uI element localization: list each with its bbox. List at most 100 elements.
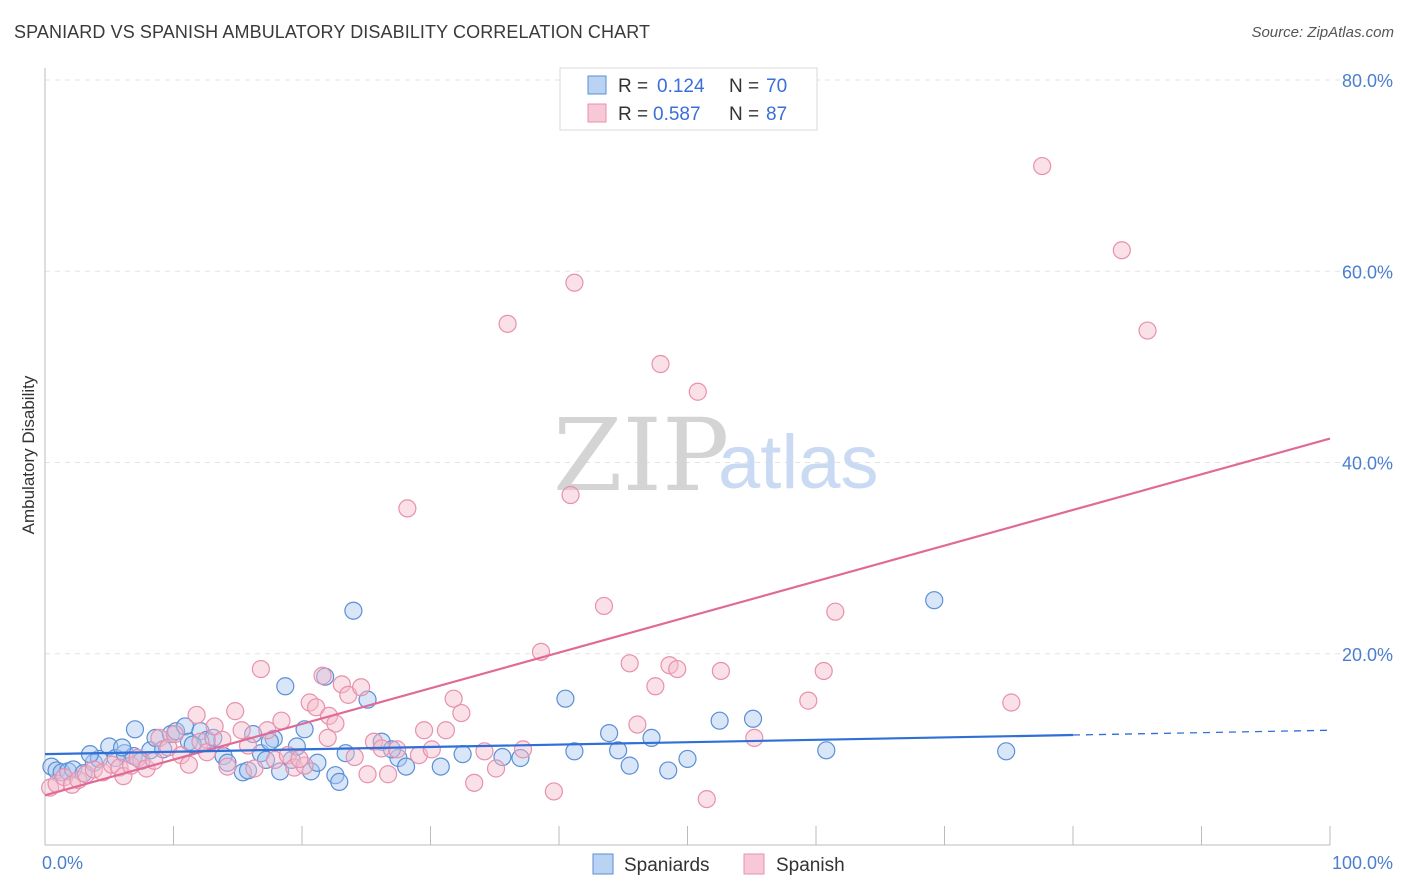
watermark: ZIP atlas xyxy=(553,397,879,514)
tick-labels: 20.0% 40.0% 60.0% 80.0% 0.0% 100.0% xyxy=(42,71,1393,873)
spanish-point-45 xyxy=(352,678,371,697)
legend-box: R = 0.124 N = 70 R = 0.587 N = 87 xyxy=(559,67,818,131)
spanish-point-9 xyxy=(110,758,129,777)
spanish-point-30 xyxy=(251,659,270,679)
spanish-point-53 xyxy=(422,740,441,759)
spanish-point-82 xyxy=(1112,241,1131,260)
spaniards-point-53 xyxy=(565,742,584,761)
spaniards-point-32 xyxy=(271,762,290,781)
spaniards-point-49 xyxy=(453,745,472,764)
spaniards-point-69 xyxy=(678,749,697,769)
spanish-point-73 xyxy=(688,382,707,401)
spanish-point-78 xyxy=(814,661,833,681)
spaniards-point-8 xyxy=(100,737,119,756)
spanish-point-75 xyxy=(711,661,731,681)
spanish-point-59 xyxy=(486,759,506,778)
spanish-point-46 xyxy=(358,765,377,784)
bottom-legend-swatch-spaniards xyxy=(592,853,614,875)
spanish-point-49 xyxy=(378,765,398,784)
grid-lines xyxy=(45,79,1392,655)
legend-n-label-spaniards: N = xyxy=(729,76,759,97)
spaniards-point-33 xyxy=(276,677,295,696)
legend-r-label-spanish: R = xyxy=(618,104,648,125)
spanish-point-63 xyxy=(544,782,563,801)
axes xyxy=(44,68,1331,846)
y-tick-label-0: 20.0% xyxy=(1342,645,1393,665)
spanish-point-17 xyxy=(165,724,184,744)
spanish-point-25 xyxy=(218,757,237,776)
spaniards-point-62 xyxy=(925,591,944,610)
spaniards-trend-extension xyxy=(1072,729,1331,736)
spanish-point-84 xyxy=(318,728,337,748)
spanish-point-50 xyxy=(387,740,407,759)
legend-r-value-spanish: 0.587 xyxy=(653,104,701,125)
spanish-point-72 xyxy=(668,659,687,679)
spanish-point-76 xyxy=(745,728,764,748)
y-axis-label: Ambulatory Disability xyxy=(19,375,38,534)
legend-n-label-spanish: N = xyxy=(729,104,759,125)
spanish-trend-line xyxy=(44,437,1331,797)
spaniards-point-41 xyxy=(330,772,349,791)
watermark-zip: ZIP xyxy=(553,397,729,514)
spaniards-point-27 xyxy=(238,761,258,780)
spaniards-point-2 xyxy=(52,763,71,782)
legend-swatch-spaniards xyxy=(587,75,607,95)
spanish-point-74 xyxy=(697,789,716,809)
spanish-point-38 xyxy=(307,698,326,717)
spaniards-point-47 xyxy=(396,757,416,776)
spanish-point-68 xyxy=(628,715,647,734)
spaniards-point-59 xyxy=(710,711,729,730)
bottom-legend-swatch-spanish xyxy=(743,853,765,875)
spanish-point-64 xyxy=(561,485,580,505)
spanish-point-42 xyxy=(332,675,351,694)
spanish-point-69 xyxy=(646,677,665,696)
bottom-legend-label-spanish: Spanish xyxy=(776,855,845,876)
spanish-point-83 xyxy=(1138,321,1157,340)
spanish-point-33 xyxy=(272,711,291,730)
spanish-point-79 xyxy=(826,602,845,621)
source-credit: Source: ZipAtlas.com xyxy=(1251,24,1394,41)
spanish-point-65 xyxy=(565,273,584,292)
spanish-point-2 xyxy=(55,768,74,787)
legend-n-value-spaniards: 70 xyxy=(766,76,787,97)
legend-n-value-spanish: 87 xyxy=(766,104,787,125)
spanish-point-60 xyxy=(498,314,517,333)
spaniards-point-63 xyxy=(997,742,1016,761)
spaniards-point-25 xyxy=(218,753,237,772)
spaniards-point-48 xyxy=(431,757,450,776)
legend-swatch-spanish xyxy=(587,103,607,123)
spanish-point-29 xyxy=(245,759,264,778)
spanish-point-55 xyxy=(444,689,463,708)
spanish-point-23 xyxy=(205,717,224,736)
spaniards-point-45 xyxy=(372,732,391,751)
spanish-point-54 xyxy=(436,721,456,740)
spaniards-point-55 xyxy=(609,741,628,760)
spanish-point-26 xyxy=(226,702,245,721)
spanish-point-77 xyxy=(799,691,818,710)
spanish-point-44 xyxy=(345,747,364,767)
spanish-point-81 xyxy=(1033,156,1052,176)
spanish-point-19 xyxy=(179,755,199,774)
trend-lines xyxy=(44,437,1331,797)
spanish-point-66 xyxy=(594,596,614,616)
spaniards-point-12 xyxy=(125,720,145,739)
spanish-point-20 xyxy=(187,705,206,725)
x-tick-label-0: 0.0% xyxy=(42,853,83,873)
spaniards-point-60 xyxy=(743,709,763,728)
y-tick-label-3: 80.0% xyxy=(1342,71,1393,91)
spaniards-points xyxy=(42,591,1016,791)
spanish-point-86 xyxy=(290,749,309,769)
spaniards-point-50 xyxy=(493,747,512,767)
bottom-legend: Spaniards Spanish xyxy=(592,853,845,876)
spanish-point-57 xyxy=(465,773,484,792)
spaniards-point-43 xyxy=(344,601,363,620)
y-tick-label-2: 60.0% xyxy=(1342,262,1393,282)
spanish-point-56 xyxy=(452,703,471,723)
spanish-point-51 xyxy=(398,499,417,518)
spaniards-point-52 xyxy=(556,689,575,708)
bottom-legend-label-spaniards: Spaniards xyxy=(624,855,710,876)
legend-r-label-spaniards: R = xyxy=(618,76,648,97)
spanish-point-70 xyxy=(651,354,670,374)
spaniards-point-22 xyxy=(197,730,217,749)
